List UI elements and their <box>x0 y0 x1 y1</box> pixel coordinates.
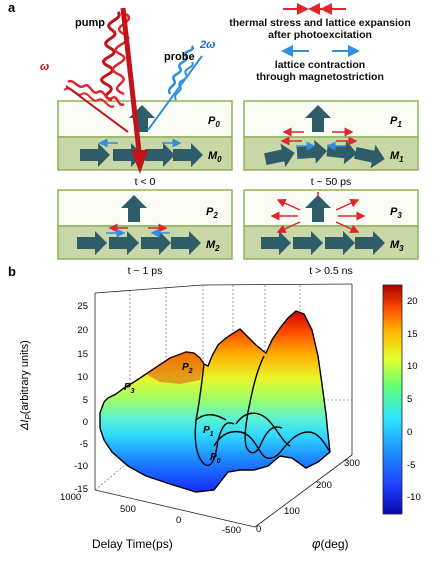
y-tick: 10 <box>77 372 88 383</box>
legend-red-line1: thermal stress and lattice expansion <box>229 17 410 29</box>
y-tick: 5 <box>83 395 88 406</box>
phi-tick: 300 <box>344 458 360 469</box>
y-tick: 0 <box>83 417 88 428</box>
curve-label-p3: P3 <box>124 382 135 395</box>
state-box-1 <box>243 100 419 171</box>
two-omega-label: 2ω <box>199 39 215 51</box>
colorbar-tick: 0 <box>407 427 412 438</box>
time-label-2: t ~ 1 ps <box>128 265 163 277</box>
m2-label: M2 <box>206 239 220 253</box>
legend-blue-line1: lattice contraction <box>275 59 365 71</box>
y-tick: 15 <box>77 349 88 360</box>
phi-tick: 0 <box>256 524 261 535</box>
legend-blue-line2: through magnetostriction <box>256 71 384 83</box>
time-label-0: t < 0 <box>135 176 156 188</box>
pump-label: pump <box>75 17 105 29</box>
m1-label: M1 <box>390 150 404 164</box>
probe-label: probe <box>164 51 195 63</box>
p0-label: P0 <box>208 115 220 129</box>
p3-label: P3 <box>390 206 402 220</box>
curve-label-p2: P2 <box>182 362 193 375</box>
y-tick: 20 <box>77 325 88 336</box>
surface-peak-shade <box>146 352 204 384</box>
delay-tick: -500 <box>222 525 241 536</box>
panel-b-label: b <box>8 264 16 279</box>
surface-contours <box>194 355 331 467</box>
probe-beam <box>147 45 203 131</box>
delay-tick: 500 <box>120 504 136 515</box>
colorbar-ticks: 20 15 10 5 0 -5 -10 <box>407 296 421 503</box>
colorbar-tick: 5 <box>407 394 412 405</box>
y-tick: -5 <box>80 439 88 450</box>
curve-inner-3 <box>235 412 291 447</box>
panel-a-label: a <box>8 0 16 15</box>
y-axis-label: ΔIP(arbitrary units) <box>19 340 33 431</box>
plot-axes-box <box>94 283 353 528</box>
colorbar-tick: 10 <box>407 361 418 372</box>
state-box-3 <box>243 189 419 260</box>
y-tick: -15 <box>74 484 88 495</box>
pump-beam <box>100 7 148 174</box>
delay-axis-ticks: 1000 500 0 -500 <box>60 492 241 536</box>
m0-label: M0 <box>208 150 222 164</box>
colorbar-tick: -5 <box>407 460 415 471</box>
colorbar <box>382 284 403 515</box>
curve-p1 <box>194 363 235 467</box>
state-box-0 <box>57 100 233 171</box>
m3-label: M3 <box>390 239 404 253</box>
curve-label-p1: P1 <box>203 425 214 438</box>
p2-label: P2 <box>206 206 218 220</box>
curve-inner-1 <box>213 430 331 460</box>
phi-tick: 100 <box>284 506 300 517</box>
curve-inner-2 <box>195 414 227 421</box>
time-label-1: t ~ 50 ps <box>311 176 352 188</box>
y-tick: 25 <box>77 301 88 312</box>
y-axis-ticks: 25 20 15 10 5 0 -5 -10 -15 <box>74 301 88 495</box>
delay-tick: 0 <box>176 515 181 526</box>
legend-red-line2: after photoexcitation <box>268 29 372 41</box>
colorbar-tick: -10 <box>407 492 421 503</box>
delay-axis-label: Delay Time(ps) <box>92 537 173 551</box>
delay-tick: 1000 <box>60 492 81 503</box>
curve-label-p0: P0 <box>210 452 221 465</box>
phi-axis-ticks: 0 100 200 300 <box>256 458 360 535</box>
omega-beam <box>63 79 129 133</box>
p1-label: P1 <box>390 115 402 129</box>
phi-tick: 200 <box>316 480 332 491</box>
time-label-3: t > 0.5 ns <box>309 265 353 277</box>
colorbar-tick: 15 <box>407 329 418 340</box>
surface-body <box>99 310 331 493</box>
phi-axis-label: φ(deg) <box>312 536 349 551</box>
omega-label: ω <box>40 61 49 73</box>
y-tick: -10 <box>74 461 88 472</box>
curve-p0 <box>244 355 283 454</box>
state-box-2 <box>57 189 233 260</box>
colorbar-tick: 20 <box>407 296 418 307</box>
